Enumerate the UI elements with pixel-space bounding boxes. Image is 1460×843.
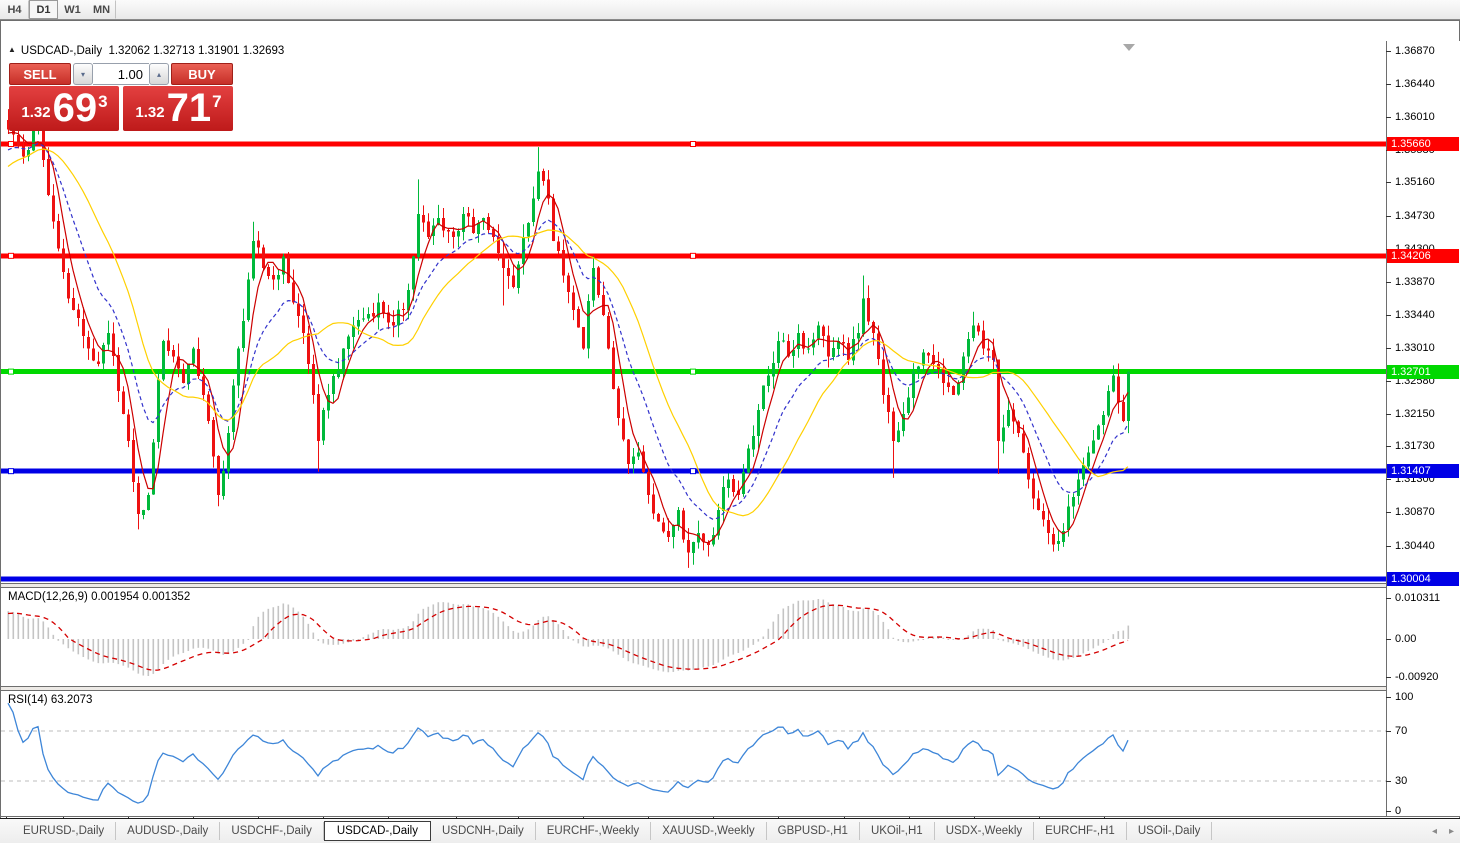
chart-header: ▲ USDCAD-,Daily 1.32062 1.32713 1.31901 1… (8, 45, 284, 57)
tab-scroll-right-icon[interactable]: ▸ (1448, 826, 1454, 837)
macd-values: 0.001954 0.001352 (91, 591, 191, 603)
timeframe-button-h4[interactable]: H4 (0, 0, 29, 19)
rsi-value: 63.2073 (50, 694, 93, 706)
price-tick (1386, 348, 1391, 349)
price-tick (1386, 446, 1391, 447)
price-chart-canvas[interactable] (1, 41, 1386, 584)
price-tick-label: 1.33870 (1395, 276, 1435, 288)
chart-ohlc-values: 1.32062 1.32713 1.31901 1.32693 (108, 45, 285, 57)
chart-bottom-border (1, 816, 1460, 817)
sell-price-point: 3 (98, 92, 108, 111)
price-tick (1386, 84, 1391, 85)
timeframe-toolbar: H4 D1 W1 MN (0, 0, 1460, 20)
chart-tab-gbpusd-h1[interactable]: GBPUSD-,H1 (767, 822, 860, 840)
price-axis[interactable]: 1.368701.364401.360101.355801.351601.347… (1386, 41, 1460, 817)
price-tick (1386, 414, 1391, 415)
timeframe-button-d1[interactable]: D1 (29, 0, 58, 19)
panel-resizer-rsi[interactable] (1, 686, 1460, 691)
macd-tick (1386, 677, 1391, 678)
chart-tab-usdcnh-daily[interactable]: USDCNH-,Daily (431, 822, 536, 840)
buy-price-pips: 71 (166, 86, 212, 130)
sell-price-pips: 69 (52, 86, 98, 130)
level-price-label: 1.31407 (1387, 464, 1459, 478)
rsi-tick-label: 100 (1395, 691, 1414, 703)
macd-tick (1386, 598, 1391, 599)
level-price-label: 1.34206 (1387, 249, 1459, 263)
chart-window[interactable]: 1.368701.364401.360101.355801.351601.347… (0, 20, 1460, 838)
timeframe-button-w1[interactable]: W1 (64, 3, 81, 16)
volume-decrease-button[interactable]: ▾ (73, 63, 93, 85)
price-tick (1386, 117, 1391, 118)
sell-button[interactable]: SELL (9, 63, 71, 85)
macd-tick-label: 0.010311 (1395, 592, 1441, 604)
price-tick (1386, 51, 1391, 52)
buy-button[interactable]: BUY (171, 63, 233, 85)
chart-symbol-period: USDCAD-,Daily (20, 45, 103, 57)
chart-tab-ukoil-h1[interactable]: UKOil-,H1 (860, 822, 935, 840)
macd-panel-canvas[interactable] (1, 588, 1386, 687)
price-tick-label: 1.30870 (1395, 506, 1435, 518)
price-tick (1386, 182, 1391, 183)
macd-tick (1386, 639, 1391, 640)
level-price-label: 1.35660 (1387, 137, 1459, 151)
price-tick (1386, 546, 1391, 547)
price-tick-label: 1.36440 (1395, 78, 1435, 90)
rsi-tick (1386, 811, 1391, 812)
buy-price-base: 1.32 (135, 104, 165, 121)
sell-price-base: 1.32 (21, 104, 51, 121)
chart-tab-xauusd-weekly[interactable]: XAUUSD-,Weekly (651, 822, 767, 840)
chart-tab-usdcad-daily[interactable]: USDCAD-,Daily (323, 821, 431, 841)
macd-indicator-label: MACD(12,26,9) 0.001954 0.001352 (8, 591, 191, 603)
price-tick (1386, 216, 1391, 217)
tab-scroll-left-icon[interactable]: ◂ (1431, 826, 1437, 837)
price-tick-label: 1.35160 (1395, 176, 1435, 188)
level-price-label: 1.32701 (1387, 365, 1459, 379)
spinner-up-icon: ▴ (156, 69, 161, 79)
price-axis-border (1386, 41, 1387, 816)
rsi-tick-label: 70 (1395, 725, 1408, 737)
volume-increase-button[interactable]: ▴ (149, 63, 169, 85)
rsi-tick (1386, 731, 1391, 732)
rsi-tick-label: 30 (1395, 775, 1408, 787)
chart-tab-usdchf-daily[interactable]: USDCHF-,Daily (220, 822, 324, 840)
price-tick-label: 1.33010 (1395, 342, 1435, 354)
chart-tab-eurusd-daily[interactable]: EURUSD-,Daily (12, 822, 117, 840)
chart-tab-audusd-daily[interactable]: AUDUSD-,Daily (116, 822, 221, 840)
chart-tab-eurchf-h1[interactable]: EURCHF-,H1 (1034, 822, 1127, 840)
spinner-down-icon: ▾ (80, 69, 85, 79)
buy-price-box[interactable]: 1.32 71 7 (123, 86, 233, 131)
rsi-tick-label: 0 (1395, 805, 1402, 817)
chart-tab-bar: EURUSD-,Daily AUDUSD-,Daily USDCHF-,Daily U… (0, 818, 1460, 843)
price-tick-label: 1.32150 (1395, 408, 1435, 420)
rsi-indicator-label: RSI(14) 63.2073 (8, 694, 93, 706)
price-tick-label: 1.33440 (1395, 309, 1435, 321)
price-tick-label: 1.30440 (1395, 540, 1435, 552)
price-tick-label: 1.36870 (1395, 45, 1435, 57)
chart-tab-usdx-weekly[interactable]: USDX-,Weekly (935, 822, 1035, 840)
volume-input[interactable] (93, 63, 149, 85)
price-tick (1386, 381, 1391, 382)
sell-price-box[interactable]: 1.32 69 3 (9, 86, 119, 131)
macd-tick-label: -0.00920 (1395, 671, 1439, 683)
price-tick-label: 1.36010 (1395, 111, 1435, 123)
buy-price-point: 7 (212, 92, 222, 111)
chart-tab-eurchf-weekly[interactable]: EURCHF-,Weekly (536, 822, 652, 840)
macd-tick-label: 0.00 (1395, 633, 1417, 645)
rsi-panel-canvas[interactable] (1, 691, 1386, 816)
price-tick (1386, 315, 1391, 316)
price-tick-label: 1.31730 (1395, 440, 1435, 452)
panel-resizer-macd[interactable] (1, 583, 1460, 588)
collapse-icon[interactable]: ▲ (8, 45, 16, 54)
price-tick-label: 1.34730 (1395, 210, 1435, 222)
price-tick (1386, 282, 1391, 283)
price-tick (1386, 512, 1391, 513)
chart-tab-usoil-daily[interactable]: USOil-,Daily (1127, 822, 1213, 840)
rsi-tick (1386, 697, 1391, 698)
timeframe-button-mn[interactable]: MN (87, 0, 116, 19)
rsi-tick (1386, 781, 1391, 782)
price-tick (1386, 479, 1391, 480)
level-price-label: 1.30004 (1387, 572, 1459, 586)
